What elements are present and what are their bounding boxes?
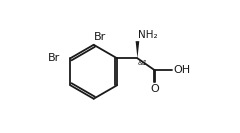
Text: Br: Br <box>48 53 60 63</box>
Polygon shape <box>136 41 139 58</box>
Text: &1: &1 <box>138 60 148 66</box>
Text: O: O <box>150 84 159 94</box>
Text: Br: Br <box>94 32 107 42</box>
Text: NH₂: NH₂ <box>138 30 158 40</box>
Text: OH: OH <box>173 65 190 75</box>
